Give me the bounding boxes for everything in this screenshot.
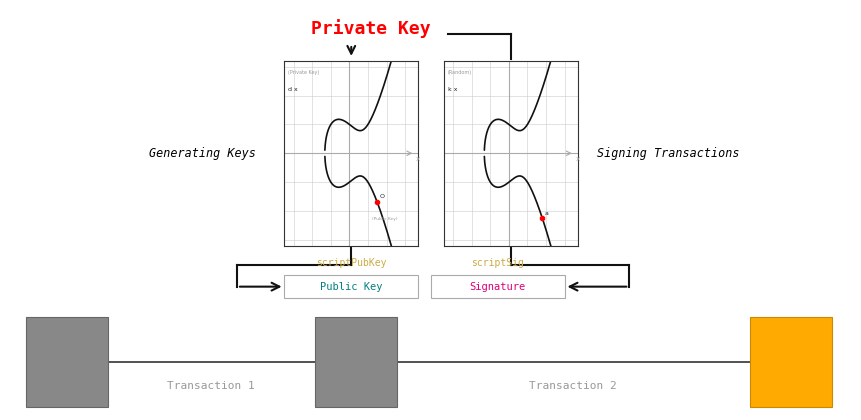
Text: Public Key: Public Key <box>319 282 382 291</box>
Text: Generating Keys: Generating Keys <box>149 147 256 160</box>
FancyBboxPatch shape <box>26 317 108 407</box>
FancyBboxPatch shape <box>430 275 564 298</box>
FancyBboxPatch shape <box>284 275 418 298</box>
Text: scriptPubKey: scriptPubKey <box>316 257 386 268</box>
Text: (Random): (Random) <box>447 70 471 75</box>
Text: x: x <box>416 155 420 162</box>
Text: (Public Key): (Public Key) <box>371 217 397 220</box>
Text: Transaction 1: Transaction 1 <box>167 381 255 391</box>
FancyBboxPatch shape <box>314 317 396 407</box>
Text: Signature: Signature <box>469 282 525 291</box>
Text: d x: d x <box>288 87 298 92</box>
Text: Transaction 2: Transaction 2 <box>529 381 616 391</box>
Text: k x: k x <box>447 87 456 92</box>
FancyBboxPatch shape <box>749 317 831 407</box>
Text: a: a <box>544 211 548 216</box>
Text: scriptSig: scriptSig <box>471 257 523 268</box>
Text: Signing Transactions: Signing Transactions <box>596 147 739 160</box>
Text: (Private Key): (Private Key) <box>288 70 319 75</box>
Text: x: x <box>575 155 579 162</box>
Text: Private Key: Private Key <box>311 19 430 38</box>
Text: O: O <box>380 194 385 199</box>
